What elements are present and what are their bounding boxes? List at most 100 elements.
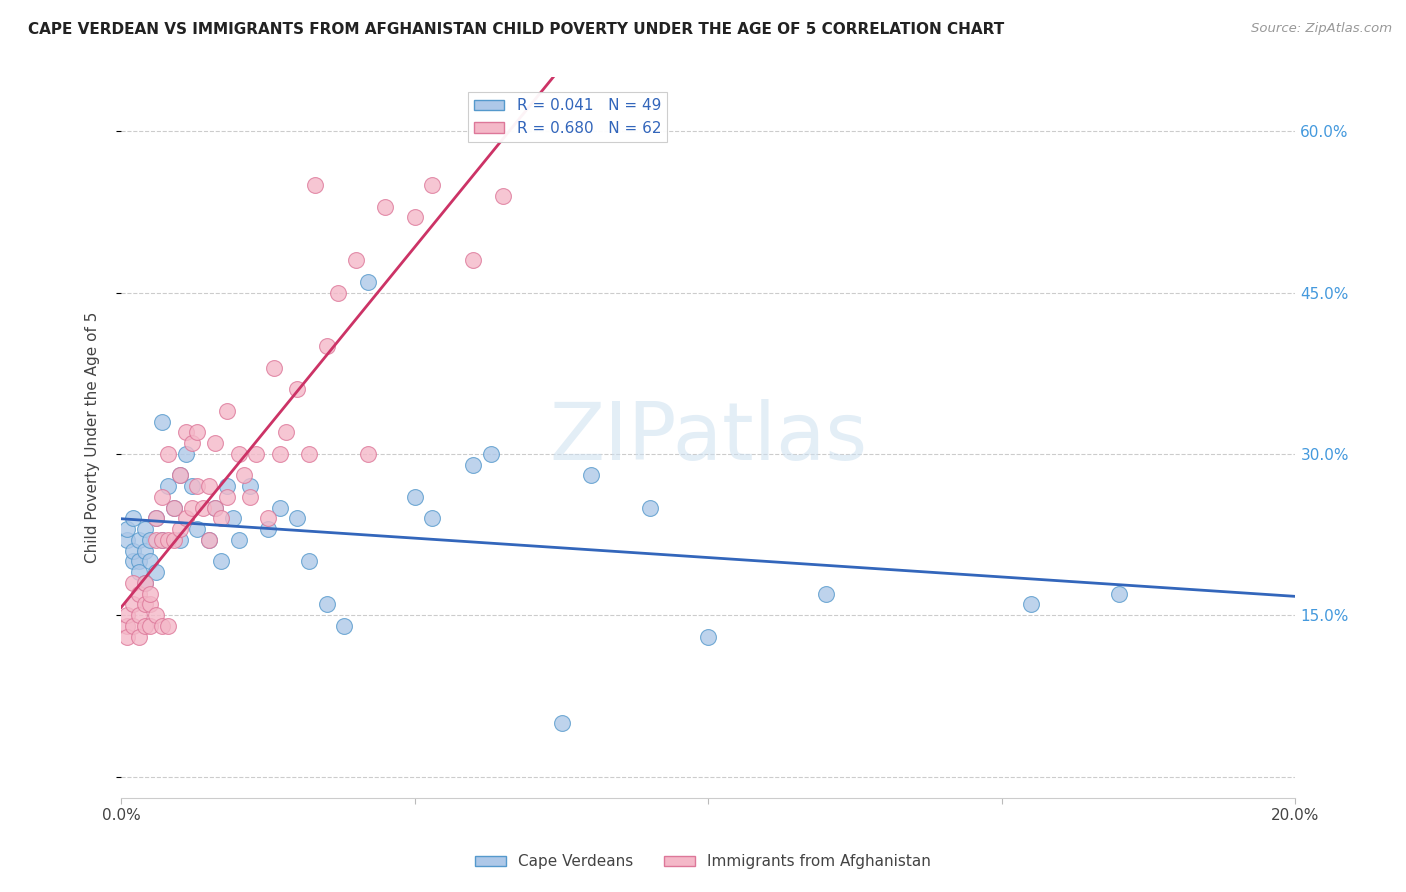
Point — [174, 447, 197, 461]
Point — [204, 436, 226, 450]
Point — [257, 511, 280, 525]
Point — [122, 554, 145, 568]
Point — [298, 554, 321, 568]
Point — [169, 522, 191, 536]
Text: Source: ZipAtlas.com: Source: ZipAtlas.com — [1251, 22, 1392, 36]
Point — [122, 511, 145, 525]
Point — [150, 415, 173, 429]
Point — [134, 619, 156, 633]
Point — [122, 576, 145, 591]
Point — [304, 178, 326, 192]
Point — [134, 598, 156, 612]
Point — [163, 500, 186, 515]
Point — [1108, 587, 1130, 601]
Point — [328, 285, 350, 300]
Point — [344, 253, 367, 268]
Point — [274, 425, 297, 440]
Point — [204, 500, 226, 515]
Point — [215, 490, 238, 504]
Point — [134, 522, 156, 536]
Point — [139, 554, 162, 568]
Point — [122, 619, 145, 633]
Point — [115, 522, 138, 536]
Point — [814, 587, 837, 601]
Point — [550, 715, 572, 730]
Point — [315, 339, 337, 353]
Point — [357, 275, 380, 289]
Point — [157, 619, 180, 633]
Point — [298, 447, 321, 461]
Point — [163, 500, 186, 515]
Point — [579, 468, 602, 483]
Point — [157, 479, 180, 493]
Point — [198, 533, 221, 547]
Point — [174, 511, 197, 525]
Point — [139, 587, 162, 601]
Point — [198, 533, 221, 547]
Point — [228, 533, 250, 547]
Point — [269, 447, 291, 461]
Point — [145, 565, 167, 579]
Point — [263, 360, 285, 375]
Point — [209, 554, 232, 568]
Point — [697, 630, 720, 644]
Point — [492, 188, 515, 202]
Point — [233, 468, 256, 483]
Point — [186, 425, 208, 440]
Point — [145, 608, 167, 623]
Point — [134, 576, 156, 591]
Point — [269, 500, 291, 515]
Point — [122, 598, 145, 612]
Point — [215, 479, 238, 493]
Point — [198, 479, 221, 493]
Point — [257, 522, 280, 536]
Point — [157, 447, 180, 461]
Point — [134, 543, 156, 558]
Point — [128, 608, 150, 623]
Point — [128, 630, 150, 644]
Point — [209, 511, 232, 525]
Point — [163, 533, 186, 547]
Point — [239, 490, 262, 504]
Point — [333, 619, 356, 633]
Point — [228, 447, 250, 461]
Point — [204, 500, 226, 515]
Point — [479, 447, 502, 461]
Point — [145, 511, 167, 525]
Point — [145, 533, 167, 547]
Point — [285, 382, 308, 396]
Point — [169, 468, 191, 483]
Point — [150, 533, 173, 547]
Point — [139, 533, 162, 547]
Legend: R = 0.041   N = 49, R = 0.680   N = 62: R = 0.041 N = 49, R = 0.680 N = 62 — [468, 92, 666, 142]
Point — [420, 511, 443, 525]
Point — [374, 200, 396, 214]
Point — [139, 598, 162, 612]
Point — [186, 479, 208, 493]
Y-axis label: Child Poverty Under the Age of 5: Child Poverty Under the Age of 5 — [86, 312, 100, 564]
Point — [174, 425, 197, 440]
Point — [420, 178, 443, 192]
Text: CAPE VERDEAN VS IMMIGRANTS FROM AFGHANISTAN CHILD POVERTY UNDER THE AGE OF 5 COR: CAPE VERDEAN VS IMMIGRANTS FROM AFGHANIS… — [28, 22, 1004, 37]
Point — [139, 619, 162, 633]
Point — [128, 533, 150, 547]
Point — [169, 533, 191, 547]
Point — [239, 479, 262, 493]
Point — [193, 500, 215, 515]
Point — [180, 500, 202, 515]
Point — [186, 522, 208, 536]
Point — [404, 211, 426, 225]
Point — [150, 619, 173, 633]
Point — [215, 404, 238, 418]
Point — [128, 587, 150, 601]
Point — [115, 533, 138, 547]
Point — [180, 479, 202, 493]
Point — [463, 253, 485, 268]
Point — [245, 447, 267, 461]
Point — [128, 554, 150, 568]
Point — [638, 500, 661, 515]
Point — [315, 598, 337, 612]
Point — [134, 576, 156, 591]
Point — [222, 511, 245, 525]
Point — [122, 543, 145, 558]
